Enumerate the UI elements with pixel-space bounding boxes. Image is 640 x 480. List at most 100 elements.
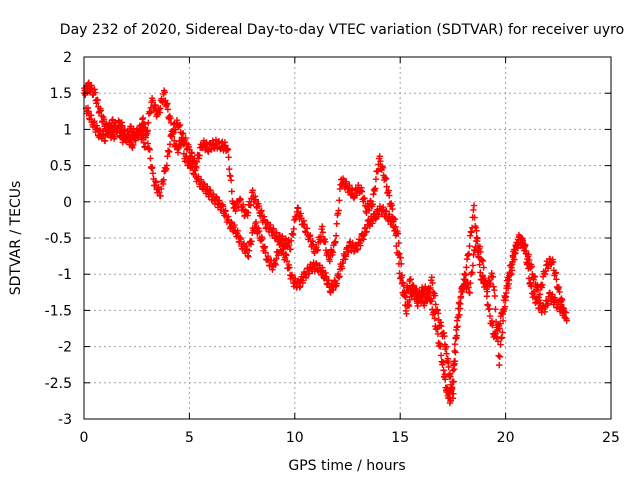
data-point [314,246,321,254]
data-point [486,305,493,313]
data-point [438,322,445,330]
data-point [528,263,535,270]
data-point [455,305,462,312]
data-point [466,289,473,297]
data-point [152,179,160,186]
data-point [531,273,539,280]
data-point [372,185,379,192]
data-point [505,276,513,284]
data-point [489,321,496,329]
y-tick-label: -1 [58,267,72,283]
data-point [483,282,490,290]
data-point [163,162,171,169]
data-point [319,229,327,236]
data-point [451,347,458,355]
data-point [480,264,487,271]
data-point [437,352,445,359]
data-point [358,188,366,195]
data-point [377,157,384,165]
data-point [319,223,326,230]
data-point [512,250,519,257]
data-point [491,292,499,300]
data-point [536,297,543,304]
data-point [406,296,413,304]
data-point [237,196,244,203]
data-point [301,221,308,228]
data-point [259,235,266,243]
data-point [91,117,98,125]
data-point [561,309,568,316]
data-point [157,192,164,200]
data-point [157,105,164,112]
x-tick-label: 20 [497,430,515,446]
data-point [476,261,483,268]
data-point [427,284,434,292]
data-point [495,352,502,359]
data-point [553,276,560,283]
data-point [288,237,295,245]
data-point [144,140,152,147]
data-point [245,253,252,260]
data-point [493,333,501,341]
data-point [171,137,178,144]
data-point [283,252,290,259]
data-point [483,293,491,300]
data-point [386,192,393,199]
data-point [511,256,518,263]
data-point [369,201,376,208]
data-point [445,363,452,371]
data-point [164,100,171,107]
data-point [252,196,260,203]
data-point [450,378,457,385]
data-point [297,282,304,290]
y-tick-label: 1 [63,122,72,138]
data-point [219,203,227,210]
data-point [336,273,343,280]
data-point [363,228,370,235]
data-point [424,297,431,305]
data-point [294,205,302,212]
data-point [479,257,487,264]
data-point [502,293,510,300]
data-point [450,365,458,373]
data-point [491,286,498,294]
data-point [442,376,449,383]
y-tick-label: -3 [58,412,72,428]
data-point [379,164,387,171]
data-point [462,271,469,279]
data-point [452,335,460,342]
data-point [401,292,408,300]
data-point [398,280,406,287]
data-point [496,353,504,360]
data-point [111,133,118,141]
data-point [227,177,235,184]
data-point [188,150,196,157]
data-point [443,350,450,357]
data-point [146,146,153,153]
data-point [453,324,460,331]
data-point [441,332,448,340]
data-point [361,195,368,202]
data-point [526,256,533,264]
data-point [333,280,341,287]
data-point [471,214,478,221]
data-point [247,202,254,209]
data-point [375,161,382,168]
data-point [333,220,340,227]
data-point [306,231,314,239]
data-point [192,167,199,174]
data-point [332,238,339,245]
data-point [550,258,557,266]
data-point [228,188,235,195]
data-point [556,288,563,296]
data-point [329,249,337,256]
x-tick-label: 15 [391,430,409,446]
data-point [176,121,184,129]
data-point [290,225,297,233]
data-point [289,231,297,239]
y-tick-label: 1.5 [50,86,72,102]
data-point [224,146,232,153]
grid [84,57,611,419]
data-point [317,233,325,240]
data-point [407,276,414,283]
